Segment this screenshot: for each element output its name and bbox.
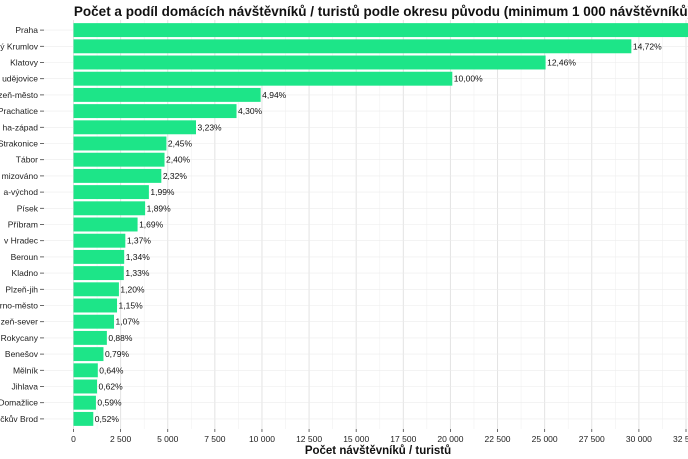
bar — [73, 298, 118, 313]
bar — [73, 395, 96, 410]
bar — [73, 314, 115, 329]
category-label: ý Krumlov — [0, 41, 39, 51]
data-label: 2,45% — [168, 139, 193, 149]
category-label: Tábor — [16, 155, 38, 165]
data-label: 14,72% — [633, 41, 662, 51]
data-label: 12,46% — [547, 58, 576, 68]
bar — [73, 23, 688, 38]
category-label: ha-západ — [3, 122, 39, 132]
bar — [73, 282, 119, 297]
data-label: 2,32% — [163, 171, 188, 181]
data-label: 1,34% — [126, 252, 151, 262]
x-tick-label: 15 000 — [343, 434, 369, 444]
bar — [73, 185, 149, 200]
x-axis-label: Počet návštěvníků / turistů — [305, 445, 451, 457]
data-labels: 14,72% 12,46% 10,00% 4,94% 4,30% 3,23% 2,45% 2,… — [95, 41, 662, 424]
x-tick-label: 10 000 — [249, 434, 275, 444]
category-label: Kladno — [12, 268, 39, 278]
chart-title: Počet a podíl domácích návštěvníků / tur… — [74, 4, 688, 19]
x-tick-label: 17 500 — [390, 434, 416, 444]
bar — [73, 71, 453, 86]
category-label: Jihlava — [12, 382, 39, 392]
bar — [73, 39, 632, 54]
x-tick-label: 27 500 — [579, 434, 605, 444]
data-label: 1,15% — [119, 301, 144, 311]
data-label: 1,89% — [147, 203, 172, 213]
category-label: v Hradec — [4, 236, 39, 246]
x-tick-label: 32 500 — [673, 434, 688, 444]
category-label: lzeň-město — [0, 90, 38, 100]
category-label: udějovice — [2, 74, 38, 84]
category-label: mizováno — [2, 171, 39, 181]
data-label: 1,99% — [150, 187, 175, 197]
data-label: 1,33% — [125, 268, 150, 278]
x-tick-label: 20 000 — [437, 434, 463, 444]
x-tick-label: 30 000 — [626, 434, 652, 444]
data-label: 3,23% — [198, 122, 223, 132]
bar — [73, 55, 546, 70]
category-label: Písek — [17, 203, 39, 213]
bar — [73, 379, 98, 394]
data-label: 1,69% — [139, 220, 164, 230]
bar — [73, 330, 107, 345]
data-label: 0,88% — [108, 333, 133, 343]
x-tick-labels: 0 2 500 5 000 7 500 10 000 12 500 15 000 17 500… — [71, 429, 688, 444]
data-label: 0,62% — [99, 382, 124, 392]
category-label: Prachatice — [0, 106, 38, 116]
bar — [73, 217, 138, 232]
bar — [73, 152, 165, 167]
bar — [73, 249, 125, 264]
data-label: 10,00% — [454, 74, 483, 84]
x-tick-label: 7 500 — [204, 434, 226, 444]
x-tick-label: 12 500 — [296, 434, 322, 444]
category-label: Beroun — [11, 252, 39, 262]
bar — [73, 87, 261, 102]
category-label: Benešov — [5, 349, 39, 359]
category-labels: Praha ý Krumlov Klatovy udějovice lzeň-město… — [0, 25, 44, 424]
category-label: Rokycany — [1, 333, 39, 343]
data-label: 0,64% — [99, 365, 124, 375]
x-tick-label: 22 500 — [485, 434, 511, 444]
x-tick-label: 5 000 — [157, 434, 179, 444]
bar — [73, 266, 124, 281]
bar — [73, 411, 94, 426]
data-label: 1,20% — [120, 284, 145, 294]
category-label: Strakonice — [0, 139, 38, 149]
category-label: čkův Brod — [0, 414, 38, 424]
category-label: a-východ — [4, 187, 39, 197]
category-label: Praha — [15, 25, 38, 35]
category-label: Plzeň-jih — [5, 284, 38, 294]
bar — [73, 136, 167, 151]
data-label: 0,59% — [97, 398, 122, 408]
data-label: 1,37% — [127, 236, 152, 246]
category-label: zeň-sever — [1, 317, 38, 327]
bar — [73, 347, 104, 362]
category-label: Domažlice — [0, 398, 38, 408]
x-tick-label: 25 000 — [532, 434, 558, 444]
data-label: 4,30% — [238, 106, 263, 116]
bar — [73, 120, 196, 135]
bar — [73, 363, 98, 378]
data-label: 0,79% — [105, 349, 130, 359]
category-label: rno-město — [0, 301, 38, 311]
category-label: Klatovy — [10, 58, 39, 68]
bar — [73, 233, 126, 248]
category-label: Mělník — [13, 365, 39, 375]
bar — [73, 168, 162, 183]
data-label: 1,07% — [116, 317, 141, 327]
bar — [73, 104, 237, 119]
category-label: Příbram — [8, 220, 38, 230]
x-tick-label: 0 — [71, 434, 76, 444]
bar — [73, 201, 146, 216]
x-tick-label: 2 500 — [110, 434, 132, 444]
data-label: 2,40% — [166, 155, 191, 165]
bars — [73, 23, 688, 426]
data-label: 0,52% — [95, 414, 120, 424]
data-label: 4,94% — [262, 90, 287, 100]
